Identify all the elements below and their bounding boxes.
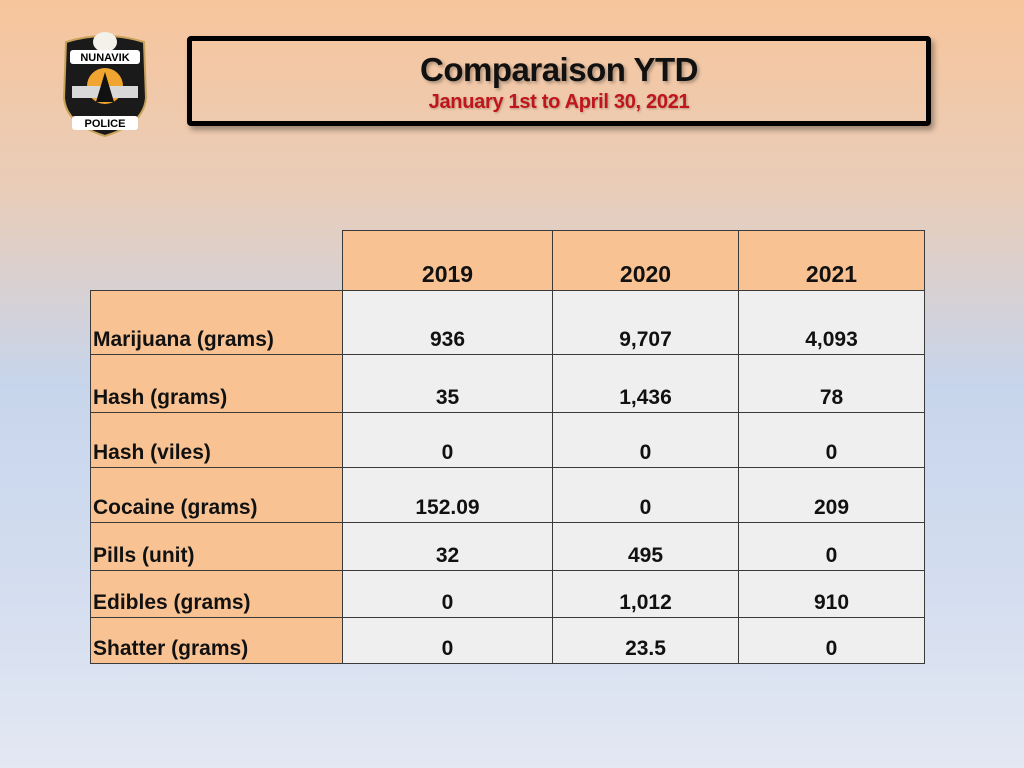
table-row: Marijuana (grams) 936 9,707 4,093: [90, 290, 925, 355]
value-cell: 4,093: [738, 290, 925, 355]
value-cell: 1,012: [552, 570, 739, 618]
row-label: Marijuana (grams): [90, 290, 343, 355]
column-header: 2019: [342, 230, 553, 291]
value-cell: 0: [738, 522, 925, 571]
value-cell: 936: [342, 290, 553, 355]
row-label: Cocaine (grams): [90, 467, 343, 523]
table-row: Edibles (grams) 0 1,012 910: [90, 570, 925, 618]
column-header: 2020: [552, 230, 739, 291]
table-row: Cocaine (grams) 152.09 0 209: [90, 467, 925, 523]
value-cell: 209: [738, 467, 925, 523]
title-box: Comparaison YTD January 1st to April 30,…: [187, 36, 931, 126]
row-label: Hash (grams): [90, 354, 343, 413]
value-cell: 910: [738, 570, 925, 618]
blank-header-cell: [90, 230, 343, 291]
nunavik-police-logo: NUNAVIK POLICE: [62, 32, 148, 138]
value-cell: 0: [552, 467, 739, 523]
value-cell: 0: [738, 617, 925, 664]
value-cell: 0: [342, 570, 553, 618]
value-cell: 0: [342, 412, 553, 468]
value-cell: 78: [738, 354, 925, 413]
table-row: Hash (viles) 0 0 0: [90, 412, 925, 468]
table-row: Hash (grams) 35 1,436 78: [90, 354, 925, 413]
value-cell: 152.09: [342, 467, 553, 523]
value-cell: 9,707: [552, 290, 739, 355]
value-cell: 0: [552, 412, 739, 468]
value-cell: 32: [342, 522, 553, 571]
row-label: Shatter (grams): [90, 617, 343, 664]
svg-text:POLICE: POLICE: [85, 118, 126, 130]
value-cell: 495: [552, 522, 739, 571]
comparison-table: 2019 2020 2021 Marijuana (grams) 936 9,707…: [90, 230, 925, 664]
column-header: 2021: [738, 230, 925, 291]
value-cell: 35: [342, 354, 553, 413]
value-cell: 1,436: [552, 354, 739, 413]
slide-subtitle: January 1st to April 30, 2021: [428, 91, 690, 113]
slide-title: Comparaison YTD: [420, 51, 698, 88]
table-row: Pills (unit) 32 495 0: [90, 522, 925, 571]
row-label: Pills (unit): [90, 522, 343, 571]
value-cell: 0: [738, 412, 925, 468]
value-cell: 0: [342, 617, 553, 664]
header-row: 2019 2020 2021: [90, 230, 925, 291]
value-cell: 23.5: [552, 617, 739, 664]
svg-text:NUNAVIK: NUNAVIK: [80, 52, 129, 64]
table-row: Shatter (grams) 0 23.5 0: [90, 617, 925, 664]
row-label: Hash (viles): [90, 412, 343, 468]
row-label: Edibles (grams): [90, 570, 343, 618]
